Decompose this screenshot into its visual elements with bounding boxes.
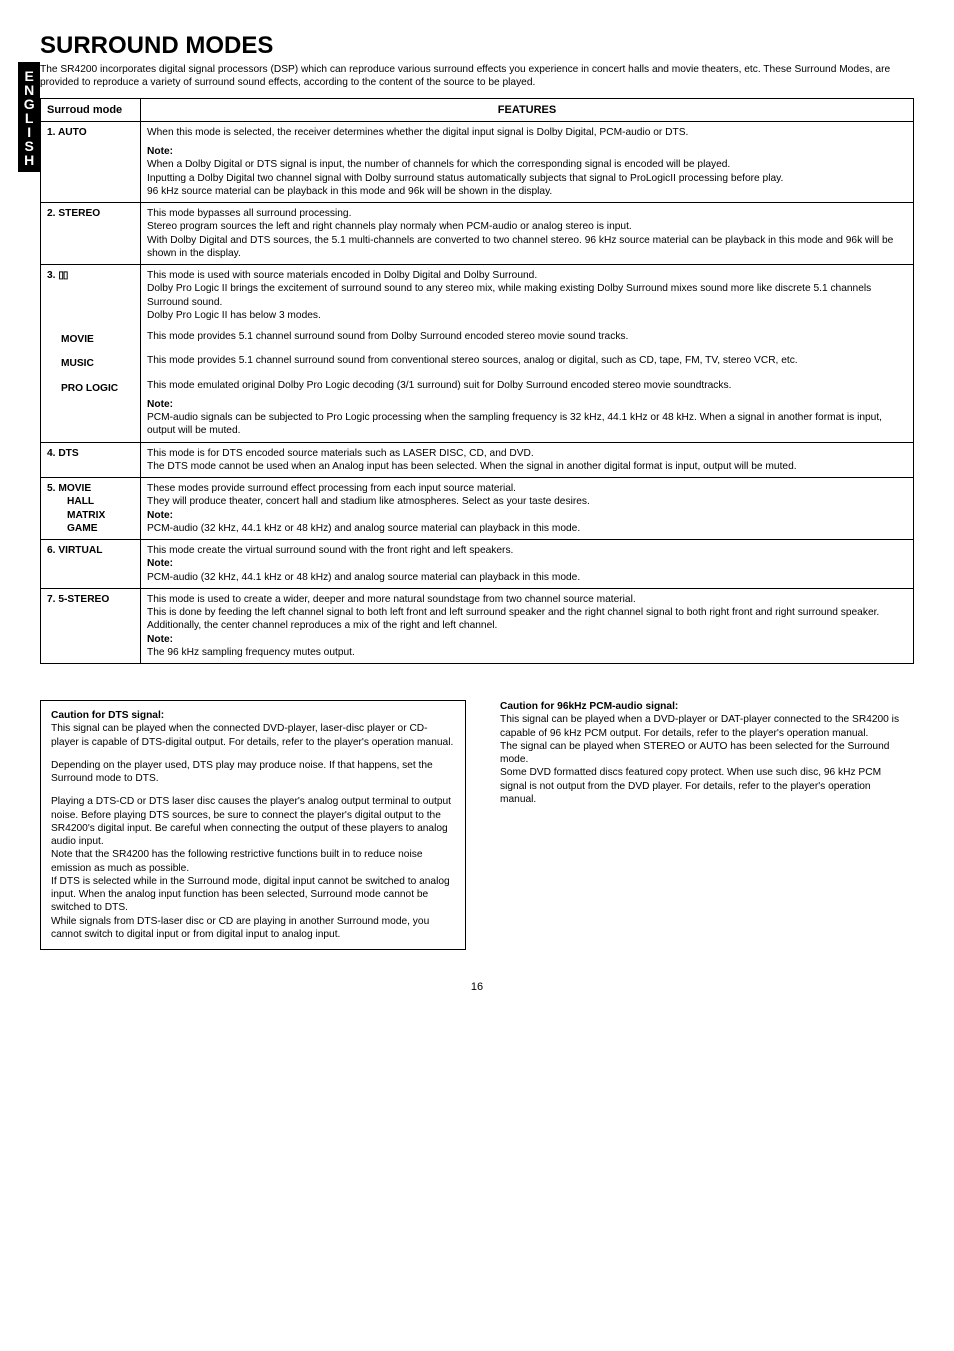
l1: 5. MOVIE [47, 482, 134, 495]
note-label: Note: [147, 145, 907, 158]
t: Note that the SR4200 has the following r… [51, 849, 423, 873]
caution-text: Depending on the player used, DTS play m… [51, 759, 455, 786]
note-label: Note: [147, 633, 907, 646]
mode-auto-label: 1. AUTO [41, 121, 141, 202]
feature-text: These modes provide surround effect proc… [147, 482, 907, 495]
note-label: Note: [147, 557, 907, 570]
sub-mode-prologic: PRO LOGIC [47, 382, 118, 395]
mode-movie-hall-features: These modes provide surround effect proc… [141, 478, 914, 540]
language-tab: ENGLISH [18, 62, 40, 172]
table-row: MUSIC This mode provides 5.1 channel sur… [41, 350, 914, 374]
intro-text: The SR4200 incorporates digital signal p… [40, 63, 914, 90]
mode-stereo-label: 2. STEREO [41, 203, 141, 265]
mode-movie-hall-label: 5. MOVIE HALL MATRIX GAME [41, 478, 141, 540]
mode-auto-features: When this mode is selected, the receiver… [141, 121, 914, 202]
caution-text: Some DVD formatted discs featured copy p… [500, 766, 904, 806]
caution-text: The signal can be played when STEREO or … [500, 740, 904, 767]
sub-mode-movie: MOVIE [47, 333, 94, 346]
l4: GAME [47, 522, 134, 535]
feature-text: This mode is used to create a wider, dee… [147, 593, 907, 606]
t: While signals from DTS-laser disc or CD … [51, 916, 429, 940]
caution-96khz-box: Caution for 96kHz PCM-audio signal: This… [490, 700, 914, 950]
feature-text: This mode emulated original Dolby Pro Lo… [147, 379, 907, 392]
sub-mode-cell: PRO LOGIC [41, 375, 141, 443]
mode-5stereo-features: This mode is used to create a wider, dee… [141, 588, 914, 663]
feature-text: This mode bypasses all surround processi… [147, 207, 907, 220]
table-row: 2. STEREO This mode bypasses all surroun… [41, 203, 914, 265]
feature-text: Dolby Pro Logic II has below 3 modes. [147, 309, 907, 322]
table-row: PRO LOGIC This mode emulated original Do… [41, 375, 914, 443]
mode-dolby-features: This mode is used with source materials … [141, 265, 914, 327]
caution-text: This signal can be played when the conne… [51, 722, 455, 749]
feature-text: PCM-audio signals can be subjected to Pr… [147, 411, 907, 438]
sub-feature-cell: This mode provides 5.1 channel surround … [141, 326, 914, 350]
l3: MATRIX [47, 509, 134, 522]
mode-virtual-features: This mode create the virtual surround so… [141, 540, 914, 589]
l2: HALL [47, 495, 134, 508]
header-features: FEATURES [141, 98, 914, 121]
feature-text: When a Dolby Digital or DTS signal is in… [147, 158, 907, 171]
page-title: SURROUND MODES [40, 30, 914, 61]
table-row: MOVIE This mode provides 5.1 channel sur… [41, 326, 914, 350]
caution-text: Playing a DTS-CD or DTS laser disc cause… [51, 795, 455, 941]
note-label: Note: [147, 509, 907, 522]
table-row: 3. ▯▯ This mode is used with source mate… [41, 265, 914, 327]
sub-mode-music: MUSIC [47, 357, 94, 370]
mode-dts-features: This mode is for DTS encoded source mate… [141, 442, 914, 478]
dolby-icon: ▯▯ [58, 270, 67, 281]
caution-title: Caution for DTS signal: [51, 710, 164, 721]
sub-feature-cell: This mode emulated original Dolby Pro Lo… [141, 375, 914, 443]
t: If DTS is selected while in the Surround… [51, 876, 450, 914]
page-number: 16 [40, 980, 914, 994]
t: Playing a DTS-CD or DTS laser disc cause… [51, 796, 451, 847]
caution-row: Caution for DTS signal: This signal can … [40, 700, 914, 950]
mode-dolby-label: 3. ▯▯ [41, 265, 141, 327]
feature-text: This mode is for DTS encoded source mate… [147, 447, 907, 460]
feature-text: PCM-audio (32 kHz, 44.1 kHz or 48 kHz) a… [147, 571, 907, 584]
mode-virtual-label: 6. VIRTUAL [41, 540, 141, 589]
feature-text: 96 kHz source material can be playback i… [147, 185, 907, 198]
note-label: Note: [147, 398, 907, 411]
feature-text: PCM-audio (32 kHz, 44.1 kHz or 48 kHz) a… [147, 522, 907, 535]
feature-text: With Dolby Digital and DTS sources, the … [147, 234, 907, 261]
surround-modes-table: Surroud mode FEATURES 1. AUTO When this … [40, 98, 914, 665]
caution-dts-box: Caution for DTS signal: This signal can … [40, 700, 466, 950]
sub-feature-cell: This mode provides 5.1 channel surround … [141, 350, 914, 374]
feature-text: The DTS mode cannot be used when an Anal… [147, 460, 907, 473]
table-row: 4. DTS This mode is for DTS encoded sour… [41, 442, 914, 478]
feature-text: When this mode is selected, the receiver… [147, 126, 907, 139]
feature-text: The 96 kHz sampling frequency mutes outp… [147, 646, 907, 659]
mode-dts-label: 4. DTS [41, 442, 141, 478]
caution-text: This signal can be played when a DVD-pla… [500, 713, 904, 740]
table-row: 6. VIRTUAL This mode create the virtual … [41, 540, 914, 589]
feature-text: They will produce theater, concert hall … [147, 495, 907, 508]
feature-text: Dolby Pro Logic II brings the excitement… [147, 282, 907, 309]
feature-text: This mode create the virtual surround so… [147, 544, 907, 557]
sub-mode-cell: MOVIE [41, 326, 141, 350]
feature-text: This is done by feeding the left channel… [147, 606, 907, 633]
mode-stereo-features: This mode bypasses all surround processi… [141, 203, 914, 265]
table-row: 7. 5-STEREO This mode is used to create … [41, 588, 914, 663]
feature-text: Inputting a Dolby Digital two channel si… [147, 172, 907, 185]
caution-title: Caution for 96kHz PCM-audio signal: [500, 701, 678, 712]
mode-number: 3. [47, 270, 58, 281]
sub-mode-cell: MUSIC [41, 350, 141, 374]
table-row: 5. MOVIE HALL MATRIX GAME These modes pr… [41, 478, 914, 540]
header-mode: Surroud mode [41, 98, 141, 121]
feature-text: Stereo program sources the left and righ… [147, 220, 907, 233]
mode-5stereo-label: 7. 5-STEREO [41, 588, 141, 663]
feature-text: This mode is used with source materials … [147, 269, 907, 282]
table-row: 1. AUTO When this mode is selected, the … [41, 121, 914, 202]
